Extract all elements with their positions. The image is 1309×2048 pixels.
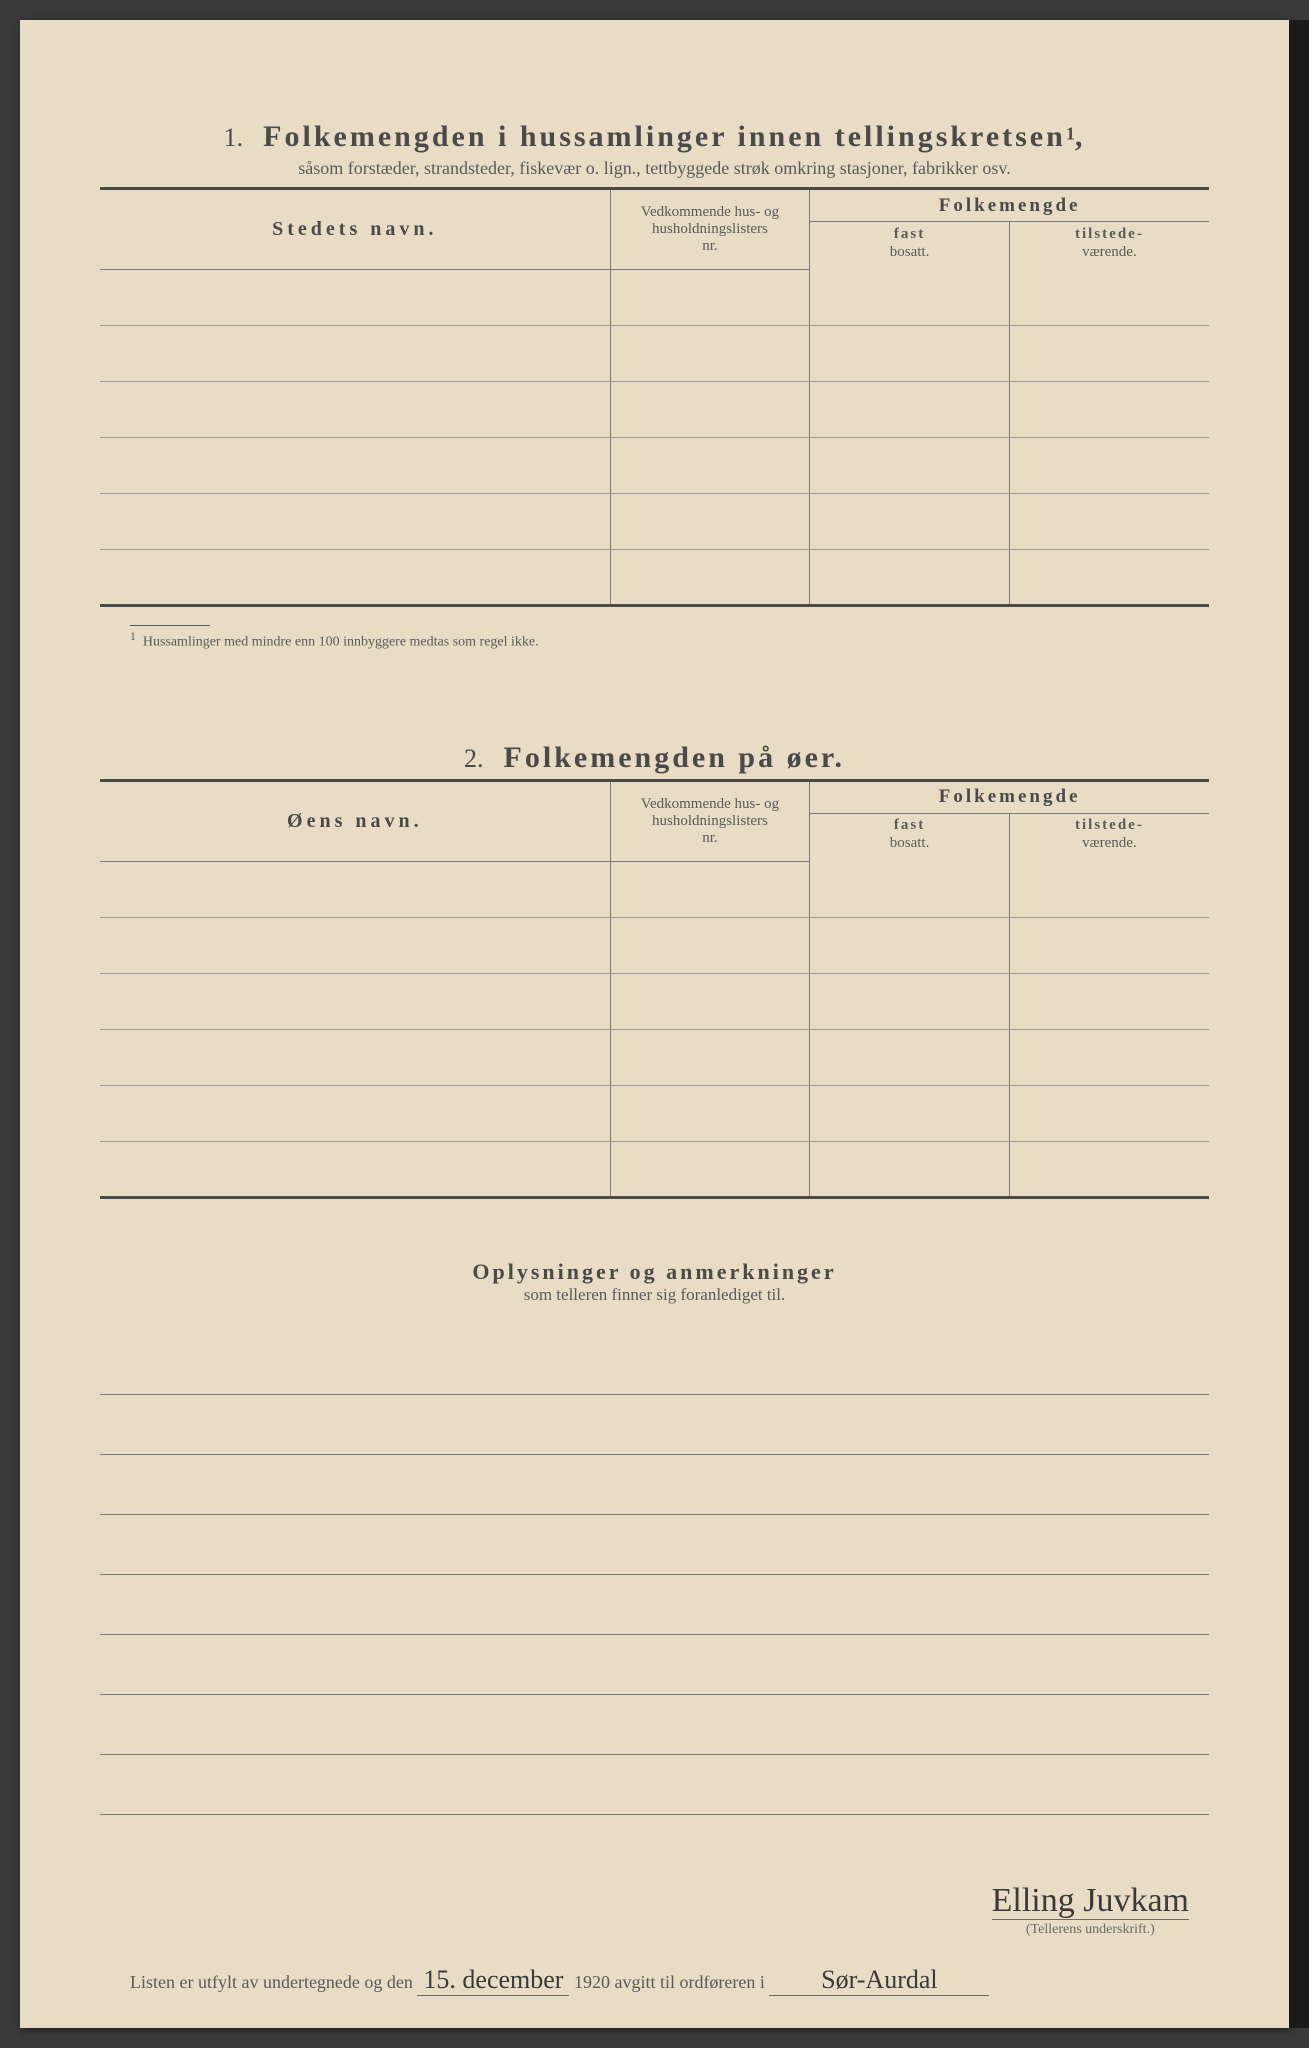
- section2-title: Folkemengden på øer.: [504, 741, 845, 774]
- section1-table: Stedets navn. Vedkommende hus- og hushol…: [100, 187, 1209, 607]
- footer-text-before: Listen er utfylt av undertegnede og den: [130, 1972, 413, 1993]
- table-row: [100, 382, 1209, 438]
- section1-sup: 1: [1066, 124, 1075, 144]
- table-row: [100, 326, 1209, 382]
- section1-subtitle: såsom forstæder, strandsteder, fiskevær …: [100, 158, 1209, 179]
- col-husliste-nr: Vedkommende hus- og husholdningslisters …: [610, 189, 810, 270]
- table-row: [100, 973, 1209, 1029]
- notes-line: [100, 1515, 1209, 1575]
- census-form-page: 1. Folkemengden i hussamlinger innen tel…: [20, 20, 1289, 2028]
- section2-heading: 2. Folkemengden på øer.: [100, 741, 1209, 775]
- table-row: [100, 861, 1209, 917]
- section3-subtitle: som telleren finner sig foranlediget til…: [100, 1285, 1209, 1305]
- table-row: [100, 438, 1209, 494]
- place-handwritten: Sør-Aurdal: [769, 1965, 989, 1996]
- col-tilstedevaerende: tilstede-værende.: [1009, 222, 1209, 270]
- signature-handwritten: Elling Juvkam: [992, 1882, 1189, 1919]
- col-stedets-navn: Stedets navn.: [100, 189, 610, 270]
- col-fast-bosatt-2: fastbosatt.: [810, 813, 1010, 861]
- notes-line: [100, 1695, 1209, 1755]
- date-handwritten: 15. december: [417, 1965, 569, 1996]
- footer-year: 1920: [574, 1972, 610, 1993]
- section2-number: 2.: [464, 744, 484, 773]
- table-row: [100, 270, 1209, 326]
- col-folkemengde: Folkemengde: [810, 189, 1209, 222]
- section1-number: 1.: [224, 123, 244, 152]
- notes-lines-area: [100, 1335, 1209, 1815]
- table-row: [100, 917, 1209, 973]
- notes-line: [100, 1575, 1209, 1635]
- notes-line: [100, 1395, 1209, 1455]
- col-tilstedevaerende-2: tilstede-værende.: [1009, 813, 1209, 861]
- col-husliste-nr-2: Vedkommende hus- og husholdningslisters …: [610, 780, 810, 861]
- section1-title: Folkemengden i hussamlinger innen tellin…: [263, 120, 1066, 153]
- section2-table: Øens navn. Vedkommende hus- og husholdni…: [100, 779, 1209, 1199]
- col-folkemengde-2: Folkemengde: [810, 780, 1209, 813]
- table-row: [100, 494, 1209, 550]
- col-fast-bosatt: fastbosatt.: [810, 222, 1010, 270]
- table-row: [100, 1141, 1209, 1197]
- section1-footnote: 1 Hussamlinger med mindre enn 100 innbyg…: [100, 625, 1209, 651]
- signature-label: (Tellerens underskrift.): [992, 1919, 1189, 1938]
- table-row: [100, 550, 1209, 606]
- col-oens-navn: Øens navn.: [100, 780, 610, 861]
- section1-heading: 1. Folkemengden i hussamlinger innen tel…: [100, 120, 1209, 154]
- signature-block: Elling Juvkam (Tellerens underskrift.): [992, 1882, 1189, 1938]
- section3-heading: Oplysninger og anmerkninger: [100, 1259, 1209, 1285]
- notes-line: [100, 1755, 1209, 1815]
- notes-line: [100, 1455, 1209, 1515]
- footer-text-after: avgitt til ordføreren i: [614, 1972, 764, 1993]
- notes-line: [100, 1635, 1209, 1695]
- table-row: [100, 1029, 1209, 1085]
- signature-line: Listen er utfylt av undertegnede og den …: [100, 1965, 1209, 1996]
- table-row: [100, 1085, 1209, 1141]
- notes-line: [100, 1335, 1209, 1395]
